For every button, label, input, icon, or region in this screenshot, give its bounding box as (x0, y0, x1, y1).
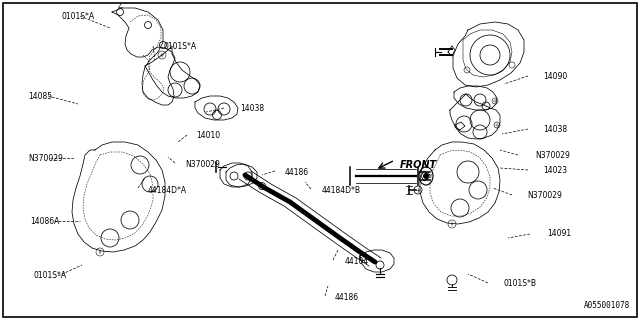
Text: 44184D*B: 44184D*B (322, 186, 361, 195)
Text: 44104: 44104 (345, 258, 369, 267)
Text: N370029: N370029 (185, 159, 220, 169)
Text: 0101S*A: 0101S*A (163, 42, 196, 51)
Text: A055001078: A055001078 (584, 301, 630, 310)
Text: 14023: 14023 (543, 165, 567, 174)
Text: 0101S*B: 0101S*B (504, 278, 537, 287)
Text: 14038: 14038 (543, 124, 567, 133)
Text: N370029: N370029 (535, 150, 570, 159)
Text: FRONT: FRONT (400, 160, 437, 170)
Text: 14090: 14090 (543, 71, 567, 81)
Text: 14038: 14038 (240, 103, 264, 113)
Text: 14086A: 14086A (30, 217, 60, 226)
Text: 0101S*A: 0101S*A (62, 12, 95, 20)
Text: 14091: 14091 (547, 229, 571, 238)
Text: 0101S*A: 0101S*A (34, 271, 67, 281)
Text: 44186: 44186 (335, 293, 359, 302)
Text: 44186: 44186 (285, 167, 309, 177)
Text: 14010: 14010 (196, 131, 220, 140)
Text: N370029: N370029 (527, 191, 562, 201)
Text: N370029: N370029 (28, 154, 63, 163)
Circle shape (423, 173, 429, 179)
Text: 14085: 14085 (28, 92, 52, 100)
Text: 44184D*A: 44184D*A (148, 186, 187, 195)
